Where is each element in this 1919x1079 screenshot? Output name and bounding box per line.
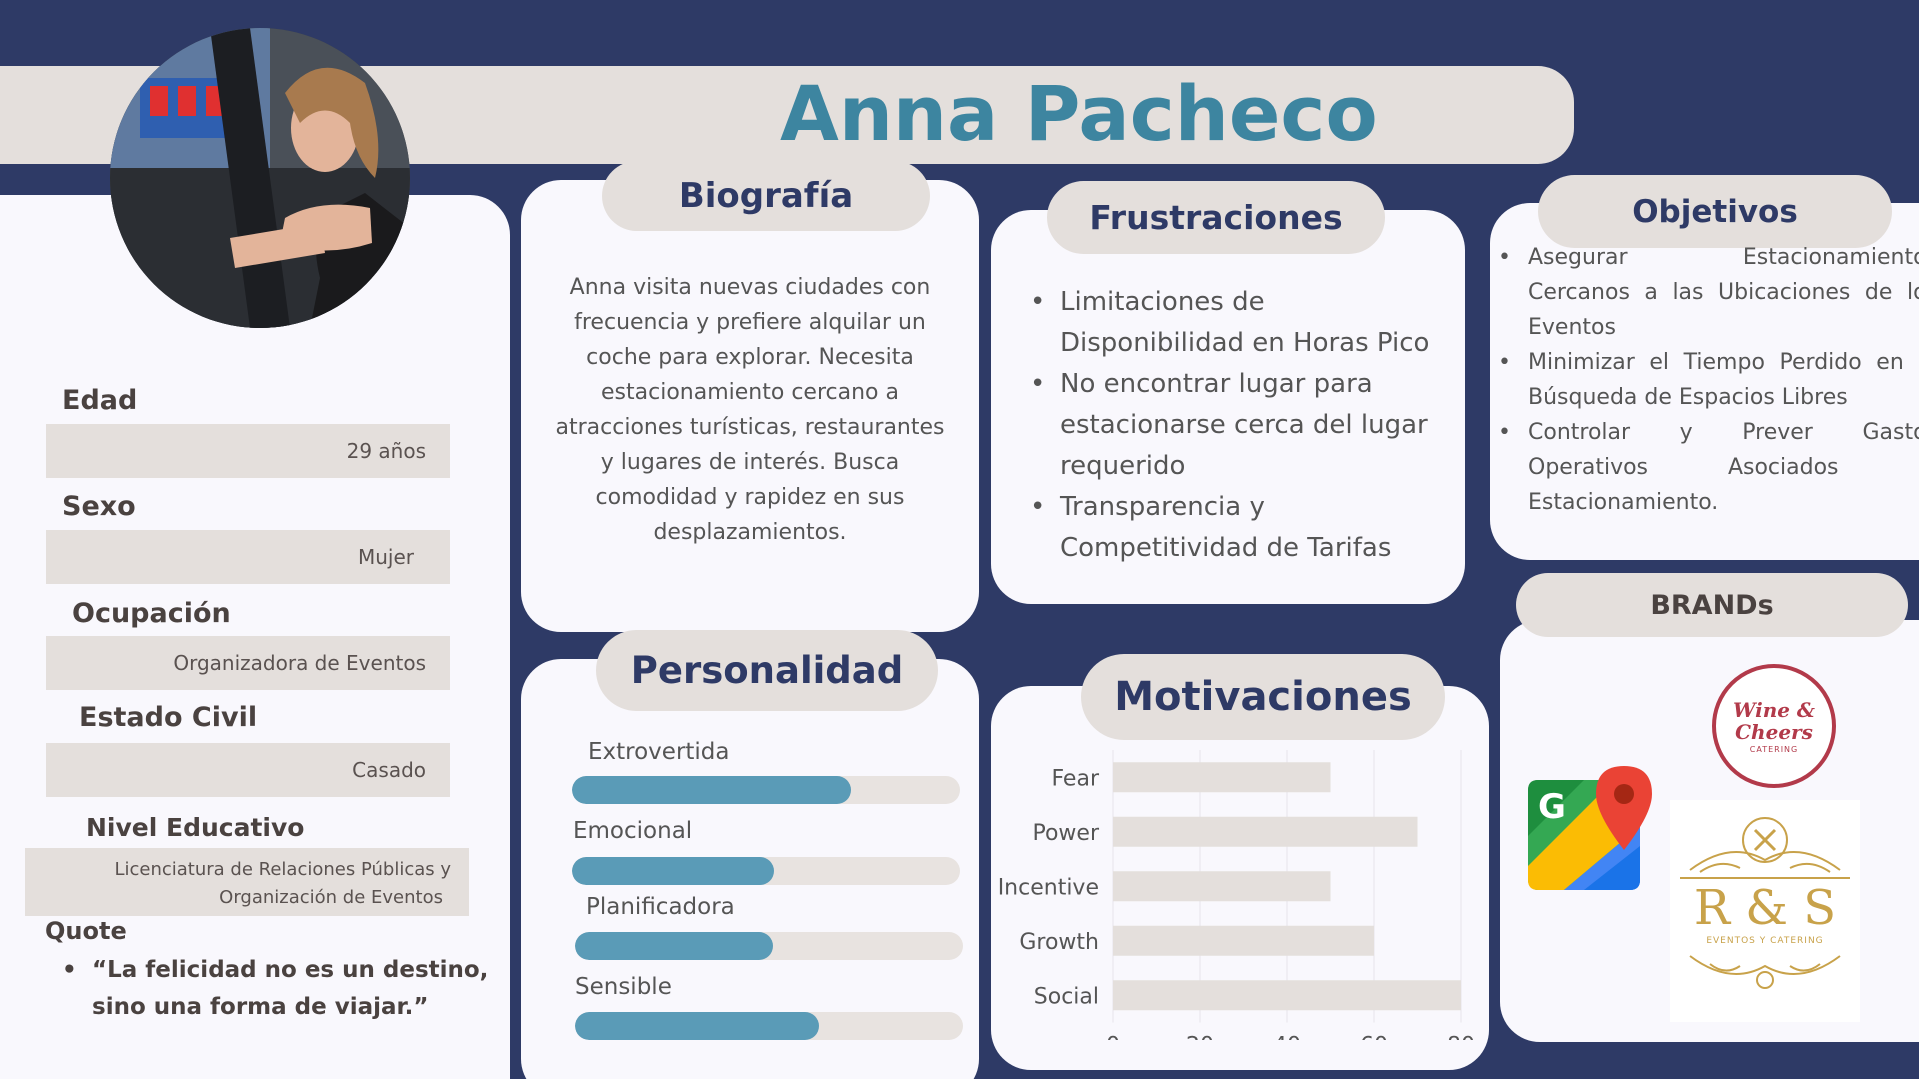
field-value-nivel-educativo: Licenciatura de Relaciones Públicas y Or…	[25, 848, 469, 916]
motivaciones-title: Motivaciones	[1081, 654, 1445, 740]
page-title: Anna Pacheco	[780, 69, 1378, 158]
field-label-ocupacion: Ocupación	[72, 598, 231, 629]
biografia-line: Anna visita nuevas ciudades con	[569, 275, 931, 300]
google-maps-logo: G	[1524, 766, 1656, 894]
objetivo-line: Controlar y Prever Gastos	[1528, 420, 1919, 445]
biografia-line: desplazamientos.	[653, 520, 847, 545]
avatar-photo	[110, 28, 410, 328]
rs-logo-text: R & S	[1693, 880, 1837, 936]
objetivo-line: Operativos Asociados al	[1528, 455, 1919, 480]
biografia-line: atracciones turísticas, restaurantes	[555, 415, 945, 440]
trait-bar-emocional	[572, 857, 960, 885]
trait-bar-fill	[572, 776, 852, 804]
field-value-estado-civil: Casado	[46, 743, 450, 797]
avatar	[110, 28, 410, 328]
frustracion-item: Transparencia y Competitividad de Tarifa…	[1030, 487, 1450, 569]
trait-bar-fill	[572, 857, 774, 885]
objetivo-line: Cercanos a las Ubicaciones de los	[1528, 280, 1919, 305]
field-label-nivel-educativo: Nivel Educativo	[86, 813, 305, 842]
trait-bar-extrovertida	[572, 776, 960, 804]
trait-label-emocional: Emocional	[573, 818, 693, 844]
chart-x-tick-label: 60	[1360, 1034, 1388, 1041]
chart-bar-incentive	[1113, 871, 1331, 902]
frustracion-line: estacionarse cerca del lugar	[1060, 410, 1428, 440]
field-label-sexo: Sexo	[62, 491, 136, 522]
field-label-edad: Edad	[62, 385, 138, 416]
trait-label-extrovertida: Extrovertida	[588, 739, 730, 765]
trait-bar-fill	[575, 1012, 820, 1040]
objetivo-line: Eventos	[1528, 315, 1616, 340]
objetivos-clip: Asegurar Estacionamientos Cercanos a las…	[1490, 240, 1919, 530]
wine-cheers-logo-text: Wine & Cheers	[1733, 697, 1815, 744]
google-maps-letter: G	[1538, 787, 1566, 827]
wine-cheers-logo: Wine & Cheers CATERING	[1712, 664, 1836, 788]
biografia-line: coche para explorar. Necesita	[586, 345, 914, 370]
frustracion-item: No encontrar lugar para estacionarse cer…	[1030, 364, 1450, 487]
google-maps-icon: G	[1528, 766, 1652, 890]
objetivos-title: Objetivos	[1538, 175, 1892, 248]
biografia-line: estacionamiento cercano a	[601, 380, 899, 405]
field-value-sexo: Mujer	[46, 530, 450, 584]
trait-label-planificadora: Planificadora	[586, 894, 735, 920]
chart-category-label: Fear	[1051, 766, 1099, 791]
objetivo-item: Controlar y Prever Gastos Operativos Aso…	[1498, 415, 1919, 520]
frustraciones-list: Limitaciones de Disponibilidad en Horas …	[1030, 282, 1450, 569]
brands-title: BRANDs	[1516, 573, 1908, 637]
objetivo-line: Estacionamiento.	[1528, 490, 1719, 515]
quote-line1: “La felicidad no es un destino,	[92, 957, 489, 983]
quote: “La felicidad no es un destino, sino una…	[62, 952, 488, 1026]
biografia-title: Biografía	[602, 161, 930, 231]
chart-category-label: Power	[1032, 821, 1099, 846]
chart-category-label: Social	[1034, 984, 1099, 1009]
rs-ornament-icon	[1689, 955, 1841, 989]
field-label-estado-civil: Estado Civil	[79, 702, 258, 733]
rs-crest-icon	[1680, 817, 1850, 879]
motivaciones-chart: 0 20 40 60 80 Fear Power Incentive Growth Social	[998, 750, 1475, 1041]
chart-x-tick-label: 40	[1273, 1034, 1301, 1041]
rs-logo: R & S EVENTOS Y CATERING	[1670, 800, 1860, 1022]
chart-bar-fear	[1113, 762, 1331, 793]
chart-category-label: Incentive	[998, 875, 1099, 900]
chart-x-tick-label: 20	[1186, 1034, 1214, 1041]
frustracion-line: requerido	[1060, 451, 1186, 481]
chart-bar-social	[1113, 980, 1461, 1011]
chart-x-tick-label: 0	[1106, 1034, 1120, 1041]
objetivo-line: Búsqueda de Espacios Libres	[1528, 385, 1848, 410]
quote-line2: sino una forma de viajar.”	[92, 994, 429, 1020]
objetivos-list: Asegurar Estacionamientos Cercanos a las…	[1498, 240, 1919, 520]
biografia-line: comodidad y rapidez en sus	[595, 485, 905, 510]
objetivo-line: Minimizar el Tiempo Perdido en la	[1528, 350, 1919, 375]
chart-category-label: Growth	[1019, 930, 1099, 955]
quote-label: Quote	[45, 917, 127, 945]
frustracion-line: Limitaciones de	[1060, 287, 1265, 317]
frustracion-line: Competitividad de Tarifas	[1060, 533, 1392, 563]
trait-bar-fill	[575, 932, 773, 960]
biografia-card	[521, 180, 979, 632]
frustracion-line: Disponibilidad en Horas Pico	[1060, 328, 1430, 358]
trait-label-sensible: Sensible	[575, 974, 672, 1000]
biografia-line: frecuencia y prefiere alquilar un	[574, 310, 926, 335]
field-value-edad: 29 años	[46, 424, 450, 478]
rs-logo-sub: EVENTOS Y CATERING	[1706, 936, 1824, 946]
biografia-text: Anna visita nuevas ciudades con frecuenc…	[535, 270, 965, 550]
chart-x-tick-label: 80	[1447, 1034, 1475, 1041]
field-value-ocupacion: Organizadora de Eventos	[46, 636, 450, 690]
nivel-educativo-line1: Licenciatura de Relaciones Públicas y	[114, 859, 451, 880]
personalidad-title: Personalidad	[596, 630, 938, 711]
objetivo-item: Minimizar el Tiempo Perdido en la Búsque…	[1498, 345, 1919, 415]
trait-bar-sensible	[575, 1012, 963, 1040]
chart-bar-growth	[1113, 925, 1374, 956]
nivel-educativo-line2: Organización de Eventos	[219, 887, 443, 908]
chart-bar-power	[1113, 816, 1418, 847]
trait-bar-planificadora	[575, 932, 963, 960]
objetivo-line: Asegurar Estacionamientos	[1528, 245, 1919, 270]
frustracion-line: No encontrar lugar para	[1060, 369, 1373, 399]
frustracion-line: Transparencia y	[1060, 492, 1265, 522]
frustracion-item: Limitaciones de Disponibilidad en Horas …	[1030, 282, 1450, 364]
wine-cheers-logo-sub: CATERING	[1749, 744, 1799, 754]
objetivo-item: Asegurar Estacionamientos Cercanos a las…	[1498, 240, 1919, 345]
frustraciones-title: Frustraciones	[1047, 181, 1385, 254]
quote-text: “La felicidad no es un destino, sino una…	[62, 952, 488, 1026]
biografia-line: y lugares de interés. Busca	[600, 450, 900, 475]
